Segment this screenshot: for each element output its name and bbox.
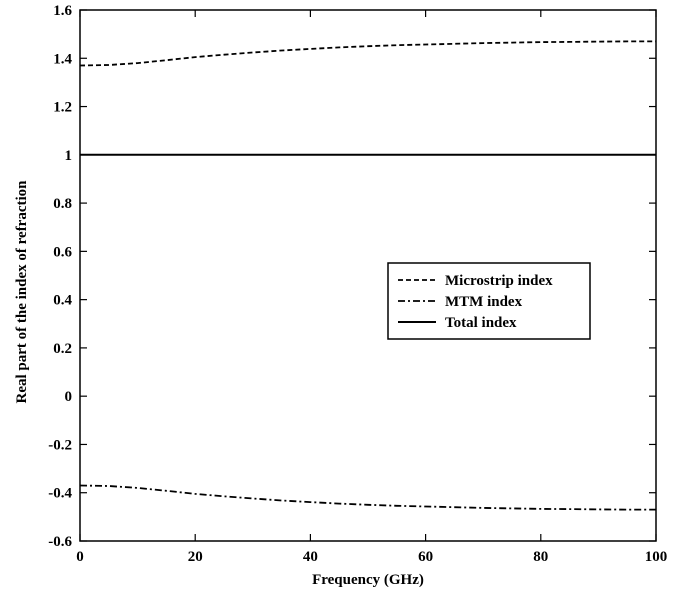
y-tick-label: 0.4 (53, 293, 72, 309)
y-tick-label: 0 (65, 389, 73, 405)
x-axis-label: Frequency (GHz) (312, 572, 424, 588)
x-tick-label: 60 (418, 549, 433, 565)
series-line-mtm-index (79, 484, 656, 511)
y-tick-label: 1.4 (53, 51, 72, 67)
y-tick-label: -0.6 (48, 534, 72, 550)
x-tick-label: 40 (303, 549, 318, 565)
legend-label-microstrip-index: Microstrip index (445, 273, 553, 289)
x-tick-label: 20 (188, 549, 203, 565)
y-tick-label: 1 (65, 148, 73, 164)
x-axis-ticks: 0 20 40 60 80 100 (76, 10, 667, 565)
y-tick-label: 0.2 (53, 341, 72, 357)
legend-label-mtm-index: MTM index (445, 294, 523, 310)
y-axis-ticks: -0.6 -0.4 -0.2 0 0.2 0.4 0.6 0.8 1 1.2 1.4 1.6 (48, 3, 656, 550)
y-tick-label: 0.8 (53, 196, 72, 212)
y-tick-label: 1.2 (53, 100, 72, 116)
series-line-microstrip-index (79, 40, 656, 67)
y-tick-label: -0.4 (48, 486, 72, 502)
y-axis-label: Real part of the index of refraction (14, 180, 30, 404)
legend-label-total-index: Total index (445, 315, 517, 331)
x-tick-label: 100 (645, 549, 668, 565)
series-lines (79, 40, 656, 511)
legend: Microstrip index MTM index Total index (387, 262, 591, 340)
y-tick-label: 1.6 (53, 3, 72, 19)
y-tick-label: 0.6 (53, 244, 72, 260)
x-tick-label: 0 (76, 549, 84, 565)
legend-box (387, 262, 591, 340)
y-tick-label: -0.2 (48, 437, 72, 453)
x-tick-label: 80 (533, 549, 548, 565)
